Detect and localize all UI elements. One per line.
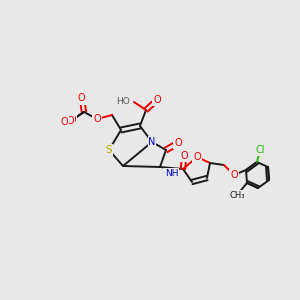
Text: O: O [180,151,188,161]
Text: O: O [78,94,86,104]
Text: O: O [93,114,101,124]
Text: O: O [193,152,201,162]
Text: NH: NH [165,169,178,178]
Text: O: O [77,93,85,103]
Text: O: O [93,114,101,124]
Text: CH₃: CH₃ [229,190,245,200]
Text: Cl: Cl [255,145,265,155]
Text: O: O [66,116,74,126]
Text: O: O [174,138,182,148]
Text: S: S [106,145,112,155]
Text: O: O [153,95,161,105]
Text: N: N [148,137,156,147]
Text: O: O [68,115,76,125]
Text: O: O [60,117,68,127]
Text: O: O [230,170,238,180]
Text: O: O [78,94,86,104]
Text: HO: HO [116,98,130,106]
